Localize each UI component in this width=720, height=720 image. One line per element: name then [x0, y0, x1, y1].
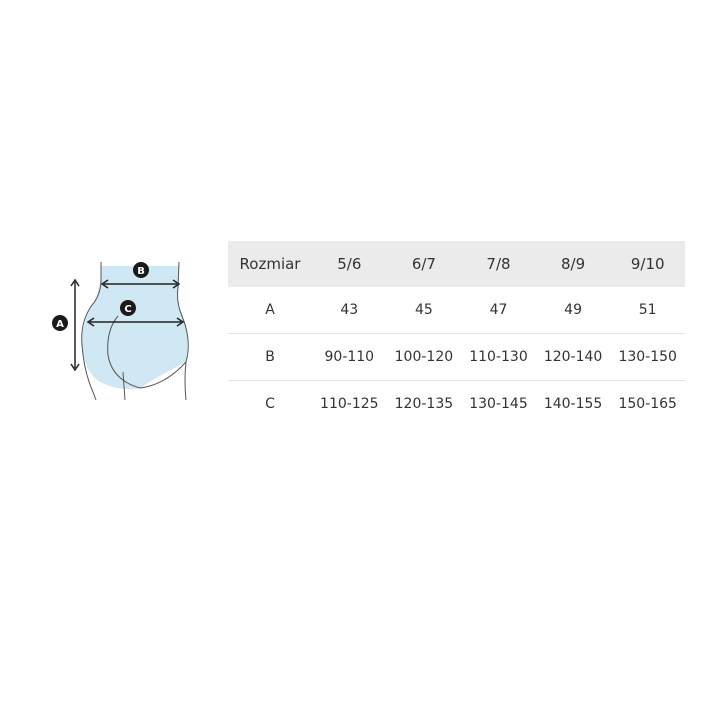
- table-cell: 130-145: [461, 380, 536, 427]
- label-b: B: [137, 266, 145, 277]
- table-cell: 51: [638, 302, 657, 318]
- table-cell: 110-125: [312, 380, 387, 427]
- table-cell: 43: [340, 302, 359, 318]
- table-cell: 100-120: [386, 333, 462, 381]
- header-cell: 8/9: [535, 241, 611, 287]
- table-cell: 47: [489, 302, 508, 318]
- table-cell: 130-150: [610, 333, 685, 381]
- size-table: Rozmiar 5/6 6/7 7/8 8/9 9/10 A 43 45 47 …: [228, 241, 685, 427]
- label-a: A: [56, 319, 64, 330]
- header-cell: 5/6: [312, 241, 387, 287]
- table-row: A 43 45 47 49 51: [228, 287, 685, 334]
- row-label: C: [228, 380, 312, 427]
- table-cell: 140-155: [535, 380, 611, 427]
- header-cell: 6/7: [386, 241, 462, 287]
- row-label: A: [265, 302, 275, 318]
- header-cell: 9/10: [610, 241, 685, 287]
- row-label: B: [228, 333, 312, 381]
- table-row: B 90-110 100-120 110-130 120-140 130-150: [228, 333, 685, 381]
- table-cell: 110-130: [461, 333, 536, 381]
- table-cell: 120-135: [386, 380, 462, 427]
- table-cell: 150-165: [610, 380, 685, 427]
- table-cell: 45: [414, 302, 433, 318]
- table-row: C 110-125 120-135 130-145 140-155 150-16…: [228, 380, 685, 427]
- table-cell: 49: [564, 302, 582, 318]
- label-c: C: [124, 304, 131, 315]
- header-cell: Rozmiar: [228, 241, 312, 287]
- measurement-illustration: A B C: [52, 261, 189, 401]
- table-header-row: Rozmiar 5/6 6/7 7/8 8/9 9/10: [228, 241, 685, 287]
- table-cell: 90-110: [312, 333, 387, 381]
- header-cell: 7/8: [461, 241, 536, 287]
- table-cell: 120-140: [535, 333, 611, 381]
